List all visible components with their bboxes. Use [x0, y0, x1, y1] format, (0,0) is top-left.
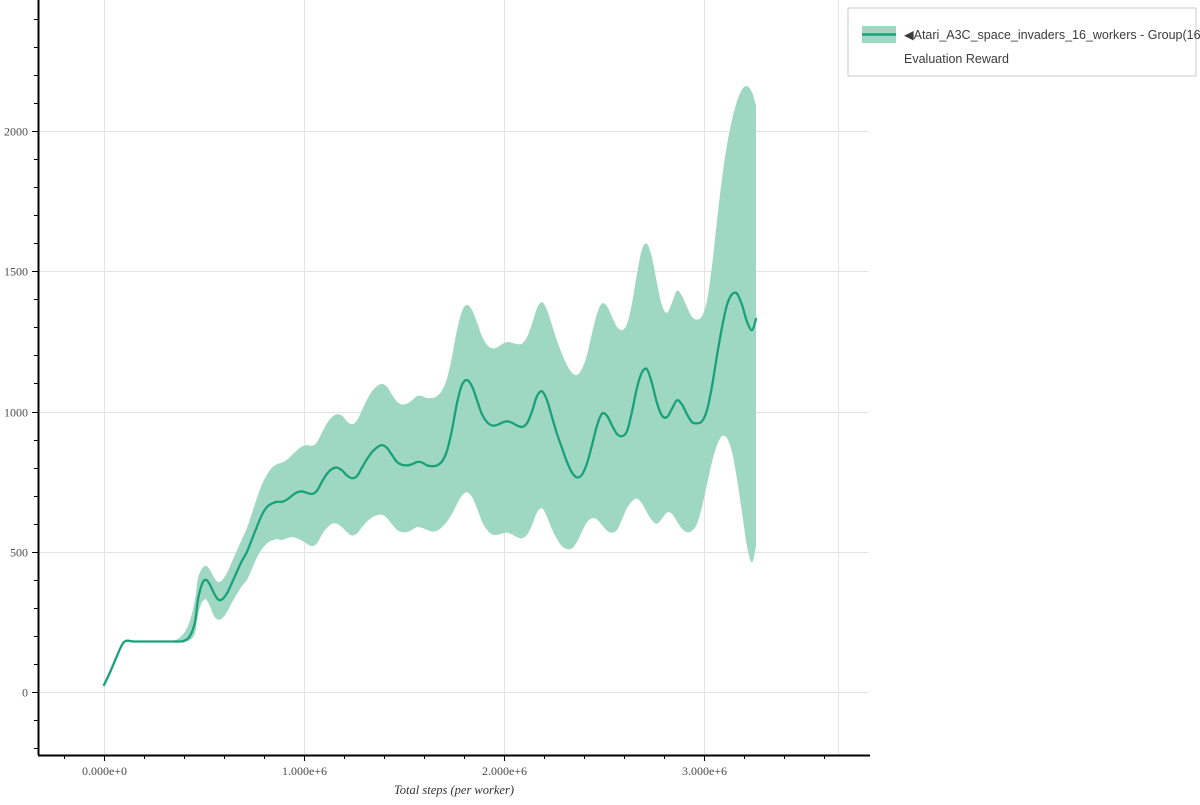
legend-label-line1: ◀Atari_A3C_space_invaders_16_workers - G… [904, 28, 1200, 42]
chart-legend[interactable]: ◀Atari_A3C_space_invaders_16_workers - G… [847, 7, 1200, 77]
y-tick-label: 0 [22, 686, 28, 700]
y-tick-label: 1500 [4, 265, 28, 279]
legend-box[interactable] [847, 7, 1197, 77]
series-confidence-band-0 [104, 86, 756, 685]
y-axis-tick-labels: 0 500 1000 1500 2000 [4, 125, 28, 700]
x-axis-title: Total steps (per worker) [394, 783, 514, 797]
x-tick-label: 1.000e+6 [282, 764, 327, 778]
legend-label-line2: Evaluation Reward [904, 52, 1009, 66]
series-mean-line-0 [102, 291, 758, 687]
axis-ticks [32, 19, 825, 761]
x-tick-label: 3.000e+6 [682, 764, 727, 778]
y-tick-label: 500 [10, 546, 28, 560]
x-tick-label: 2.000e+6 [482, 764, 527, 778]
x-axis-tick-labels: 0.000e+0 1.000e+6 2.000e+6 3.000e+6 [82, 764, 727, 778]
axis-spines [37, 0, 870, 757]
y-tick-label: 1000 [4, 406, 28, 420]
y-tick-label: 2000 [4, 125, 28, 139]
confidence-band [104, 86, 756, 685]
x-tick-label: 0.000e+0 [82, 764, 127, 778]
series-line [102, 291, 758, 687]
